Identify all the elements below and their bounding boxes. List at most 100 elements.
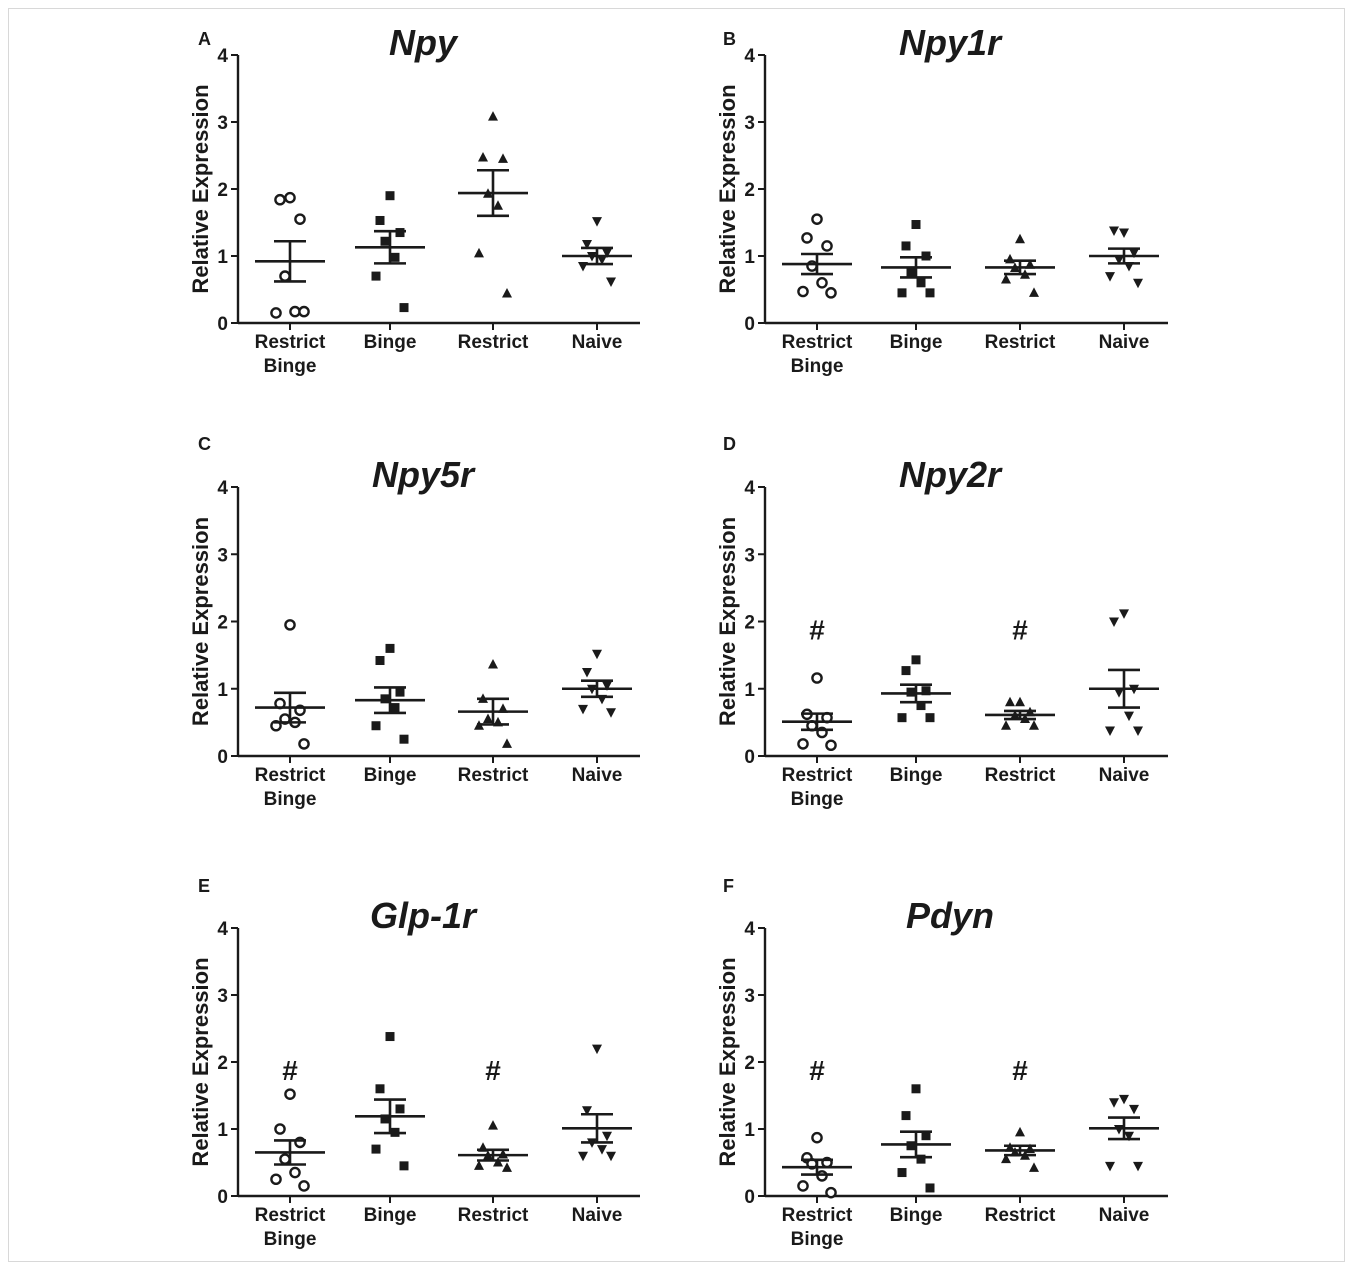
- y-tick-label: 2: [217, 1053, 228, 1074]
- triangle-down-point: [1129, 1104, 1139, 1115]
- open-circle-point: [284, 191, 296, 204]
- y-tick-label: 1: [744, 680, 755, 701]
- panel-title: Npy2r: [899, 454, 1003, 495]
- triangle-down-point: [606, 277, 616, 287]
- triangle-up-point: [502, 288, 512, 298]
- square-point: [385, 643, 395, 653]
- y-tick-label: 4: [744, 478, 755, 499]
- open-circle-point: [816, 1170, 828, 1182]
- y-tick-label: 0: [217, 314, 228, 335]
- significance-annotation: #: [1012, 615, 1028, 646]
- square-point: [921, 1131, 931, 1141]
- square-point: [380, 236, 390, 246]
- x-tick-label: Naive: [1099, 332, 1150, 353]
- y-tick-label: 0: [217, 1187, 228, 1208]
- square-point: [380, 694, 390, 704]
- triangle-up-point: [498, 153, 508, 163]
- series-triangle-up: [985, 696, 1055, 730]
- open-circle-point: [284, 619, 296, 631]
- triangle-down-point: [578, 1151, 588, 1162]
- x-tick-label: Naive: [1099, 1205, 1150, 1226]
- y-tick-label: 1: [217, 247, 228, 268]
- x-tick-label: Naive: [572, 1205, 623, 1226]
- triangle-down-point: [597, 255, 607, 265]
- square-point: [375, 656, 385, 666]
- x-tick-label: Binge: [791, 1229, 844, 1250]
- panel-letter: E: [198, 876, 210, 896]
- y-axis-label: Relative Expression: [188, 84, 213, 293]
- triangle-up-point: [474, 1160, 484, 1170]
- y-tick-label: 3: [217, 113, 228, 134]
- triangle-down-point: [1114, 255, 1124, 265]
- triangle-down-point: [1133, 1161, 1143, 1172]
- square-point: [916, 278, 926, 288]
- square-point: [906, 687, 916, 697]
- x-tick-label: Binge: [791, 789, 844, 810]
- open-circle-point: [289, 1166, 301, 1179]
- square-point: [911, 655, 921, 665]
- y-tick-label: 2: [217, 180, 228, 201]
- x-tick-label: Restrict: [985, 332, 1056, 353]
- y-tick-label: 1: [744, 247, 755, 268]
- triangle-down-point: [592, 217, 602, 227]
- x-tick-label: Restrict: [255, 765, 326, 786]
- triangle-down-point: [602, 1131, 612, 1142]
- triangle-down-point: [1109, 1098, 1119, 1108]
- panel-title: Glp-1r: [370, 895, 478, 936]
- open-circle-point: [298, 1180, 310, 1192]
- y-tick-label: 2: [744, 1053, 755, 1074]
- open-circle-point: [825, 287, 837, 299]
- square-point: [371, 1144, 381, 1154]
- square-point: [901, 666, 911, 676]
- triangle-down-point: [602, 681, 612, 691]
- series-square: [881, 220, 951, 298]
- triangle-down-point: [1129, 248, 1139, 259]
- triangle-down-point: [606, 708, 616, 718]
- panel-letter: F: [723, 876, 734, 896]
- square-point: [897, 1168, 907, 1178]
- triangle-down-point: [602, 248, 612, 259]
- series-triangle-down: [562, 649, 632, 718]
- square-point: [897, 713, 907, 723]
- triangle-up-point: [1029, 287, 1039, 297]
- x-tick-label: Restrict: [458, 765, 529, 786]
- square-point: [390, 252, 400, 262]
- x-tick-label: Restrict: [782, 332, 853, 353]
- x-tick-label: Naive: [572, 765, 623, 786]
- y-tick-label: 1: [217, 680, 228, 701]
- x-tick-label: Restrict: [255, 1205, 326, 1226]
- square-point: [371, 271, 381, 281]
- open-circle-point: [274, 193, 286, 206]
- triangle-down-point: [1114, 1125, 1124, 1135]
- square-point: [906, 1141, 916, 1151]
- triangle-down-point: [1133, 726, 1143, 736]
- triangle-up-point: [474, 247, 484, 258]
- triangle-down-point: [1119, 609, 1129, 619]
- square-point: [399, 303, 409, 313]
- open-circle-point: [797, 1180, 809, 1192]
- open-circle-point: [825, 739, 837, 752]
- y-tick-label: 3: [217, 986, 228, 1007]
- square-point: [911, 220, 921, 230]
- triangle-down-point: [1119, 228, 1129, 239]
- triangle-down-point: [592, 1044, 602, 1055]
- series-open-circle: [255, 1088, 325, 1192]
- series-square: [355, 191, 425, 313]
- y-tick-label: 0: [744, 314, 755, 335]
- x-tick-label: Binge: [364, 765, 417, 786]
- triangle-up-point: [502, 738, 512, 748]
- square-point: [395, 228, 405, 238]
- open-circle-point: [821, 240, 833, 252]
- open-circle-point: [279, 1153, 291, 1165]
- x-tick-label: Restrict: [458, 1205, 529, 1226]
- series-square: [881, 655, 951, 723]
- square-point: [395, 687, 405, 697]
- y-axis-label: Relative Expression: [188, 517, 213, 726]
- y-tick-label: 4: [744, 919, 755, 940]
- series-triangle-down: [562, 217, 632, 287]
- panel-letter: D: [723, 434, 736, 454]
- open-circle-point: [298, 738, 310, 750]
- x-tick-label: Restrict: [782, 765, 853, 786]
